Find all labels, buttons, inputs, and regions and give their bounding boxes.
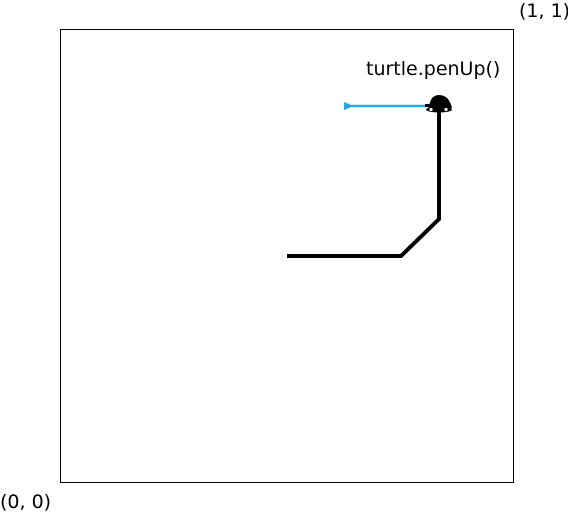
corner-label-bottom-left: (0, 0) (0, 491, 52, 513)
corner-label-top-right: (1, 1) (519, 0, 568, 22)
turtle-canvas (60, 29, 514, 483)
command-label: turtle.penUp() (366, 58, 501, 80)
